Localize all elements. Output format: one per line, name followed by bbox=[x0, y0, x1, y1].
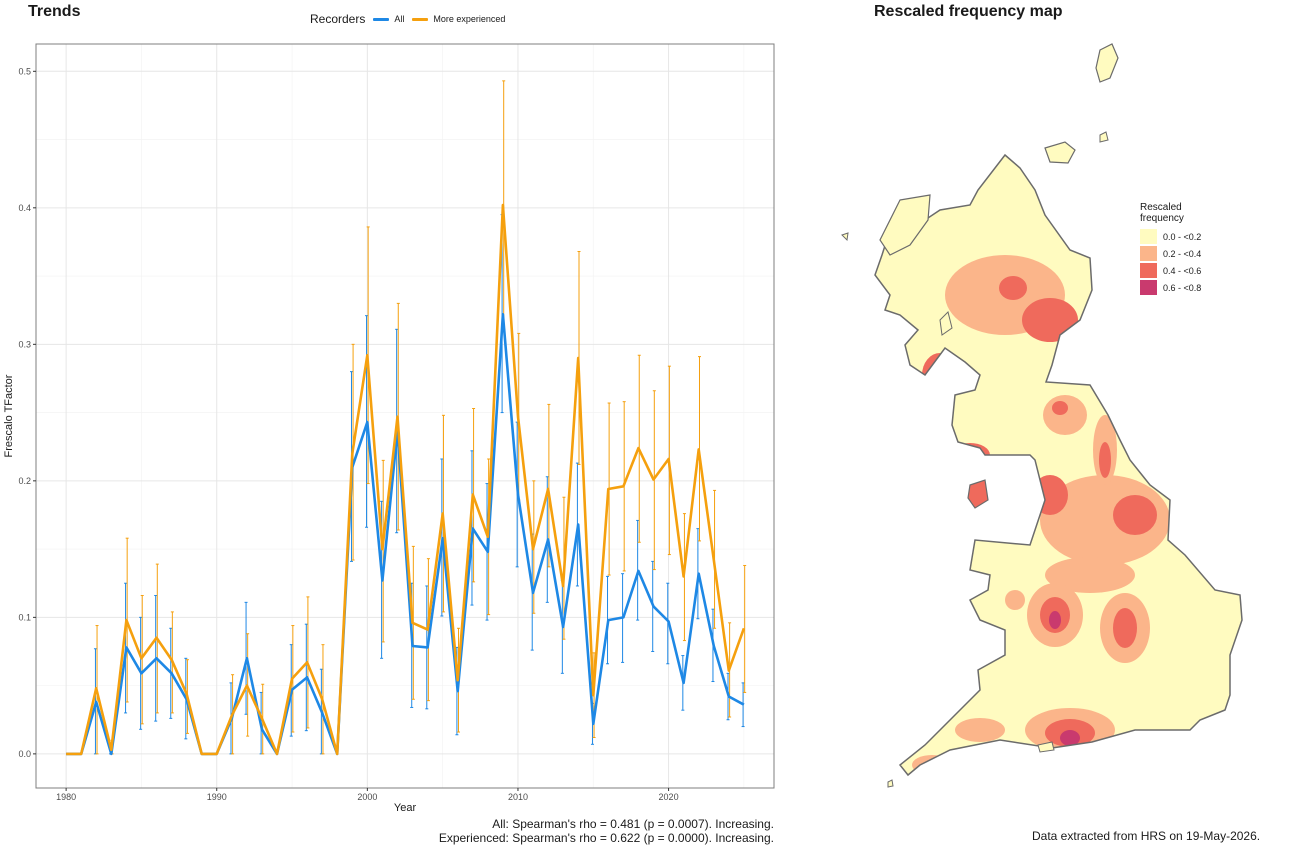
zone-0-4-southwest bbox=[950, 443, 990, 467]
map-legend-title-line2: frequency bbox=[1140, 213, 1184, 224]
series-line-all bbox=[66, 313, 745, 756]
map-legend-label: 0.6 - <0.8 bbox=[1163, 282, 1202, 293]
map-legend-swatch bbox=[1140, 229, 1157, 244]
map-title: Rescaled frequency map bbox=[874, 3, 1063, 20]
y-tick-label: 0.3 bbox=[18, 339, 31, 349]
y-tick-label: 0.1 bbox=[18, 612, 31, 622]
legend-label-experienced: More experienced bbox=[433, 14, 506, 24]
map-legend-row: 0.4 - <0.6 bbox=[1140, 262, 1201, 279]
outer-hebrides bbox=[879, 194, 931, 256]
shetland-islands bbox=[1095, 43, 1119, 83]
orkney-islands bbox=[1044, 141, 1076, 164]
trends-chart: 0.0 0.1 0.2 0.3 0.4 0.5 1980 1990 2000 2010 2020 Y… bbox=[3, 43, 775, 814]
map-legend-row: 0.0 - <0.2 bbox=[1140, 228, 1201, 245]
map-legend: Rescaled frequency 0.0 - <0.2 0.2 - <0.4… bbox=[1140, 202, 1201, 296]
zone-0-4-fife bbox=[1052, 401, 1068, 415]
legend-item-experienced: More experienced bbox=[412, 14, 505, 24]
x-tick-label: 1990 bbox=[207, 792, 227, 802]
zone-0-4-lancashire bbox=[1032, 475, 1068, 515]
zone-0-4-yorkshire bbox=[1113, 495, 1157, 535]
frequency-zones bbox=[912, 255, 1170, 775]
y-tick-label: 0.0 bbox=[18, 749, 31, 759]
x-axis-label: Year bbox=[394, 802, 417, 814]
y-tick-label: 0.5 bbox=[18, 66, 31, 76]
zone-0-4-northeast bbox=[1022, 298, 1078, 342]
legend-item-all: All bbox=[373, 14, 404, 24]
x-tick-label: 2000 bbox=[357, 792, 377, 802]
zone-0-4-westcoast bbox=[922, 353, 958, 397]
legend-title: Recorders bbox=[310, 12, 366, 26]
gb-coastline bbox=[874, 153, 1243, 777]
zone-0-2-wales-border bbox=[1005, 590, 1025, 610]
zone-0-4-highland bbox=[999, 276, 1027, 300]
zone-0-4-east-midlands bbox=[1113, 608, 1137, 648]
stats-note-all: All: Spearman's rho = 0.481 (p = 0.0007)… bbox=[492, 817, 774, 831]
legend-label-all: All bbox=[394, 14, 405, 24]
zone-0-2-fife bbox=[1043, 395, 1087, 435]
x-tick-label: 1980 bbox=[56, 792, 76, 802]
y-tick-label: 0.4 bbox=[18, 203, 31, 213]
y-axis-label: Frescalo TFactor bbox=[3, 374, 15, 457]
map-legend-title: Rescaled frequency bbox=[1140, 202, 1201, 224]
map-legend-swatch bbox=[1140, 263, 1157, 278]
map-legend-label: 0.4 - <0.6 bbox=[1163, 265, 1202, 276]
legend-key-all bbox=[373, 17, 390, 21]
x-tick-label: 2020 bbox=[659, 792, 679, 802]
x-tick-label: 2010 bbox=[508, 792, 528, 802]
zone-0-2-cornwall bbox=[912, 755, 952, 775]
zone-0-6-west-midlands bbox=[1049, 611, 1061, 629]
chart-legend: Recorders All More experienced bbox=[310, 12, 505, 26]
trends-title: Trends bbox=[28, 3, 81, 20]
zone-0-6-south-coast bbox=[1060, 730, 1080, 746]
map-legend-row: 0.6 - <0.8 bbox=[1140, 279, 1201, 296]
y-tick-label: 0.2 bbox=[18, 476, 31, 486]
isle-of-wight bbox=[1037, 741, 1055, 753]
plot-border bbox=[35, 43, 775, 789]
map-legend-swatch bbox=[1140, 246, 1157, 261]
legend-key-experienced bbox=[412, 17, 429, 21]
stats-note-experienced: Experienced: Spearman's rho = 0.622 (p =… bbox=[438, 831, 774, 845]
st-kilda bbox=[841, 232, 849, 242]
map-legend-title-line1: Rescaled bbox=[1140, 202, 1182, 213]
map-legend-swatch bbox=[1140, 280, 1157, 295]
zone-0-2-devon bbox=[955, 718, 1005, 742]
map-legend-row: 0.2 - <0.4 bbox=[1140, 245, 1201, 262]
map-legend-label: 0.0 - <0.2 bbox=[1163, 231, 1202, 242]
scilly-isles bbox=[887, 779, 894, 788]
data-note: Data extracted from HRS on 19-May-2026. bbox=[1032, 829, 1261, 843]
zone-0-4-northumberland bbox=[1099, 442, 1111, 478]
zone-0-2-midlands-north bbox=[1045, 557, 1135, 593]
isle-of-man bbox=[967, 479, 989, 509]
stats-note: All: Spearman's rho = 0.481 (p = 0.0007)… bbox=[439, 817, 774, 845]
frequency-map bbox=[841, 43, 1243, 788]
map-legend-label: 0.2 - <0.4 bbox=[1163, 248, 1202, 259]
series-line-experienced bbox=[66, 203, 746, 756]
fair-isle bbox=[1099, 131, 1109, 143]
skye bbox=[939, 311, 953, 336]
